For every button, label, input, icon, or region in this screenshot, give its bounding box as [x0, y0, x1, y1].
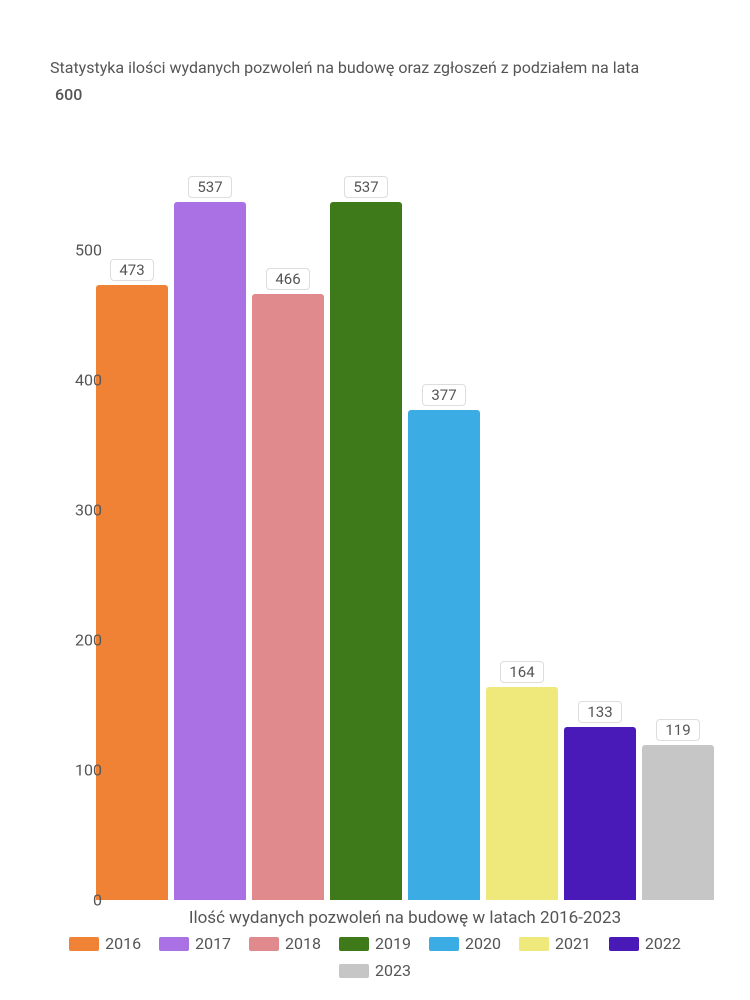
legend-item-2020: 2020	[429, 934, 501, 953]
bar-rect	[174, 202, 246, 900]
legend-swatch	[339, 964, 369, 978]
bar-2022: 133	[564, 727, 636, 900]
legend-item-2018: 2018	[249, 934, 321, 953]
legend-item-2017: 2017	[159, 934, 231, 953]
legend-item-2019: 2019	[339, 934, 411, 953]
bar-value-label: 466	[266, 268, 309, 290]
legend-item-2016: 2016	[69, 934, 141, 953]
bar-rect	[564, 727, 636, 900]
legend-label: 2017	[195, 934, 231, 953]
legend-swatch	[159, 937, 189, 951]
bar-rect	[486, 687, 558, 900]
legend-label: 2022	[645, 934, 681, 953]
bar-2018: 466	[252, 294, 324, 900]
bar-value-label: 537	[344, 176, 387, 198]
bar-rect	[252, 294, 324, 900]
y-tick: 200	[75, 631, 102, 650]
legend-swatch	[519, 937, 549, 951]
legend: 2016 2017 2018 2019 2020 2021 2022 2023	[50, 934, 700, 980]
legend-swatch	[69, 937, 99, 951]
bar-rect	[96, 285, 168, 900]
bar-2020: 377	[408, 410, 480, 900]
bar-2019: 537	[330, 202, 402, 900]
bar-2016: 473	[96, 285, 168, 900]
legend-label: 2023	[375, 961, 411, 980]
y-tick: 400	[75, 371, 102, 390]
bar-rect	[408, 410, 480, 900]
bar-value-label: 537	[188, 176, 231, 198]
legend-swatch	[249, 937, 279, 951]
x-axis-label: Ilość wydanych pozwoleń na budowę w lata…	[90, 908, 720, 928]
y-tick: 300	[75, 501, 102, 520]
legend-label: 2016	[105, 934, 141, 953]
legend-item-2021: 2021	[519, 934, 591, 953]
bars-container: 473537466537377164133119	[90, 120, 720, 900]
y-max-label: 600	[55, 85, 82, 104]
bar-value-label: 133	[578, 701, 621, 723]
legend-label: 2019	[375, 934, 411, 953]
legend-item-2022: 2022	[609, 934, 681, 953]
bar-value-label: 473	[110, 259, 153, 281]
bar-rect	[642, 745, 714, 900]
bar-2017: 537	[174, 202, 246, 900]
legend-label: 2020	[465, 934, 501, 953]
bar-2021: 164	[486, 687, 558, 900]
legend-swatch	[429, 937, 459, 951]
legend-label: 2018	[285, 934, 321, 953]
y-tick: 0	[93, 891, 102, 910]
bar-rect	[330, 202, 402, 900]
legend-swatch	[339, 937, 369, 951]
bar-value-label: 119	[656, 719, 699, 741]
bar-value-label: 377	[422, 384, 465, 406]
plot-area: 473537466537377164133119	[90, 120, 720, 900]
chart-title: Statystyka ilości wydanych pozwoleń na b…	[50, 58, 700, 77]
legend-item-2023: 2023	[339, 961, 411, 980]
bar-2023: 119	[642, 745, 714, 900]
bar-value-label: 164	[500, 661, 543, 683]
legend-swatch	[609, 937, 639, 951]
y-tick: 500	[75, 241, 102, 260]
y-tick: 100	[75, 761, 102, 780]
legend-label: 2021	[555, 934, 591, 953]
